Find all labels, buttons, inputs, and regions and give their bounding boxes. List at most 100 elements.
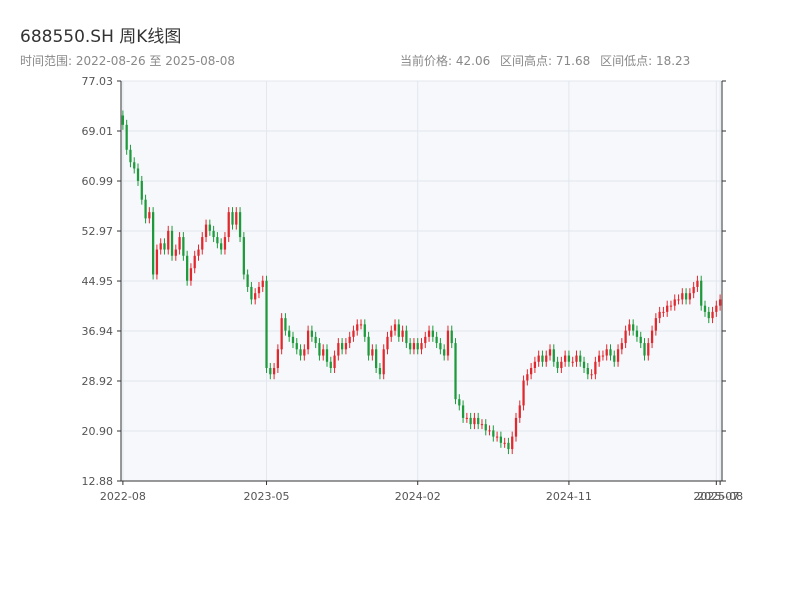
candle-body [662, 311, 665, 313]
candle-body [613, 355, 616, 362]
candle-body [620, 343, 623, 350]
candle-body [461, 405, 465, 418]
candle [707, 306, 710, 324]
candle [450, 325, 453, 349]
candle [473, 412, 476, 430]
y-tick-label: 28.92 [82, 375, 114, 388]
candle [363, 319, 366, 342]
candle [684, 288, 688, 305]
chart-title: 688550.SH 周K线图 [20, 27, 182, 47]
candle-body [197, 249, 200, 256]
candle-body [412, 343, 416, 350]
candle-body [295, 343, 298, 350]
candle [598, 350, 601, 367]
candle [579, 350, 582, 367]
candle [443, 344, 446, 361]
candle-body [575, 355, 578, 362]
candle-body [235, 212, 238, 225]
candle [159, 238, 162, 255]
candle-body [454, 343, 457, 400]
candle [227, 207, 230, 243]
candle-body [582, 361, 586, 369]
candle-body [223, 237, 227, 250]
candle [677, 294, 680, 305]
candle [163, 238, 166, 255]
candle-body [382, 349, 385, 375]
candle [613, 350, 616, 367]
candle-body [529, 368, 533, 375]
candle-body [632, 324, 635, 331]
candle-body [480, 424, 484, 426]
candle-body [522, 380, 525, 406]
candle-body [465, 417, 468, 419]
candle [288, 325, 291, 342]
candle [125, 119, 128, 155]
candle-body [643, 343, 646, 356]
candle [454, 338, 457, 405]
candle-body [340, 343, 344, 350]
candle-body [552, 349, 555, 362]
candle [397, 319, 400, 342]
candle [231, 207, 234, 230]
y-tick-label: 36.94 [82, 325, 114, 338]
candle-body [212, 230, 215, 238]
candle [703, 300, 707, 317]
candle-body [548, 349, 552, 356]
candle [201, 232, 204, 255]
candle-body [673, 299, 676, 306]
candle [692, 281, 695, 299]
candle-body [231, 212, 234, 225]
candle-body [560, 361, 563, 369]
candle [567, 350, 571, 367]
candle-body [148, 212, 151, 219]
candle [367, 331, 370, 361]
candle-body [696, 280, 699, 287]
candle-body [254, 293, 257, 300]
candle [688, 288, 692, 305]
candle [499, 431, 503, 448]
candle [235, 207, 238, 230]
candle [386, 331, 389, 355]
candle [643, 338, 646, 361]
candle-body [310, 330, 314, 337]
candle-body [242, 237, 245, 275]
candle-body [216, 237, 219, 244]
candle [246, 269, 249, 292]
candle [390, 325, 393, 342]
candle-body [325, 349, 329, 362]
candle [378, 363, 382, 380]
candle [310, 325, 314, 342]
candle [303, 344, 306, 361]
x-tick-label: 2023-05 [244, 490, 290, 503]
candle [409, 338, 412, 355]
x-tick-label: 2025-08 [697, 490, 743, 503]
candle [458, 394, 461, 411]
candle [628, 319, 631, 336]
y-tick-label: 60.99 [82, 175, 114, 188]
candle [556, 356, 559, 374]
candle [174, 244, 177, 261]
candle [586, 363, 589, 380]
candle [601, 350, 605, 361]
candle-body [503, 442, 506, 444]
candle [272, 363, 276, 380]
candle [329, 356, 332, 374]
candle-body [541, 355, 544, 362]
candle [639, 331, 642, 349]
candle-body [514, 417, 518, 437]
candle [276, 344, 279, 374]
candle-body [227, 212, 230, 238]
candle-body [356, 324, 359, 331]
y-tick-label: 69.01 [82, 125, 114, 138]
candle-body [401, 330, 404, 337]
current-price-label: 当前价格: 42.06 [400, 54, 491, 68]
candle-body [718, 299, 722, 306]
candle-body [450, 330, 453, 344]
candle-body [129, 149, 132, 163]
candle [541, 350, 544, 367]
candle-body [624, 330, 627, 344]
candle-body [303, 349, 306, 356]
candle-body [390, 330, 393, 337]
candle-body [484, 424, 487, 431]
candle-body [571, 361, 574, 363]
